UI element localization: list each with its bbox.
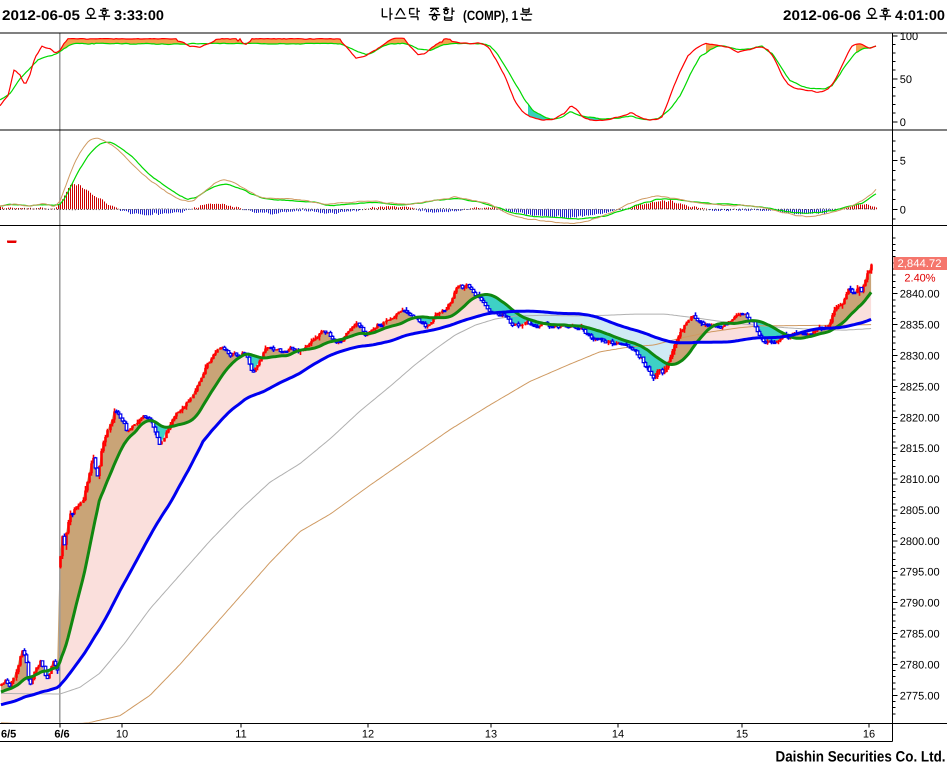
svg-text:2012-06-06: 2012-06-06 [783,7,861,23]
svg-text:2780.00: 2780.00 [900,659,940,671]
svg-text:2775.00: 2775.00 [900,690,940,702]
svg-text:2820.00: 2820.00 [900,412,940,424]
svg-text:5: 5 [900,156,906,168]
svg-text:2840.00: 2840.00 [900,289,940,301]
svg-text:(COMP), 1: (COMP), 1 [463,8,518,23]
svg-text:10: 10 [116,729,128,741]
svg-text:2785.00: 2785.00 [900,628,940,640]
svg-text:6/5: 6/5 [1,729,16,741]
svg-text:2800.00: 2800.00 [900,536,940,548]
svg-text:15: 15 [736,729,748,741]
svg-text:2835.00: 2835.00 [900,320,940,332]
svg-text:2815.00: 2815.00 [900,443,940,455]
svg-text:3:33:00: 3:33:00 [114,7,164,23]
svg-text:2012-06-05: 2012-06-05 [2,7,80,23]
svg-text:2,844.72: 2,844.72 [898,258,942,270]
svg-text:16: 16 [863,729,875,741]
svg-text:0: 0 [900,117,906,129]
svg-text:6/6: 6/6 [54,729,69,741]
svg-text:2830.00: 2830.00 [900,350,940,362]
svg-text:2790.00: 2790.00 [900,598,940,610]
svg-text:2795.00: 2795.00 [900,567,940,579]
svg-text:2805.00: 2805.00 [900,505,940,517]
svg-text:2.40%: 2.40% [904,273,935,285]
svg-text:100: 100 [900,31,918,43]
svg-text:0: 0 [900,204,906,216]
svg-text:Daishin Securities Co. Ltd.: Daishin Securities Co. Ltd. [776,749,946,766]
svg-text:12: 12 [362,729,374,741]
svg-text:2825.00: 2825.00 [900,381,940,393]
svg-text:11: 11 [235,729,246,741]
svg-text:14: 14 [612,729,624,741]
svg-text:13: 13 [485,729,497,741]
svg-text:50: 50 [900,74,912,86]
svg-text:2810.00: 2810.00 [900,474,940,486]
svg-text:4:01:00: 4:01:00 [895,7,945,23]
